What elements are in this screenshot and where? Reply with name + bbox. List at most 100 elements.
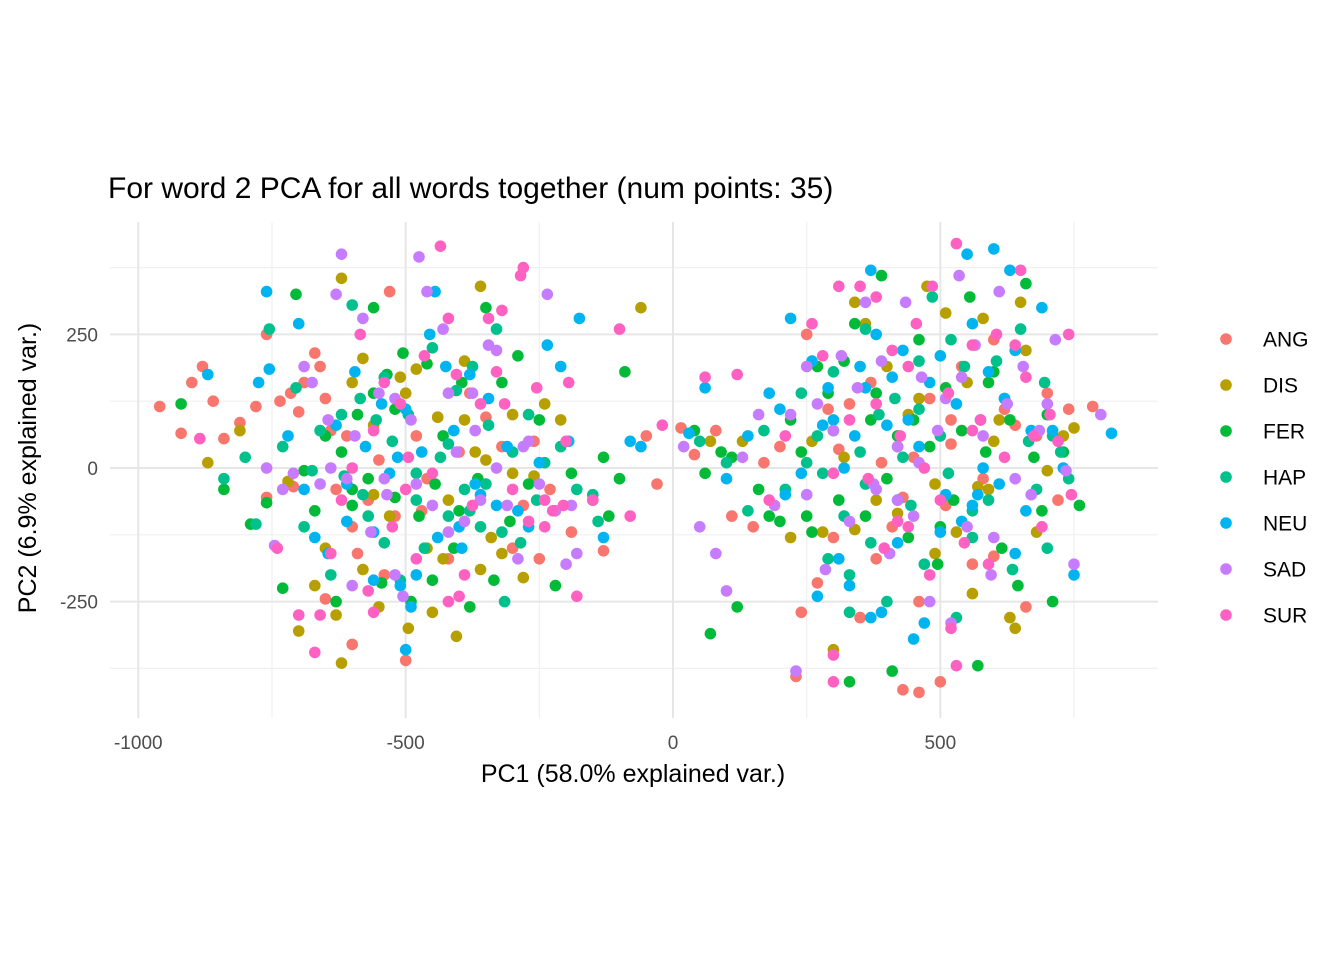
data-point	[747, 521, 759, 533]
data-point	[490, 462, 503, 474]
data-point	[779, 430, 792, 442]
data-point	[1017, 360, 1029, 373]
data-point	[982, 558, 995, 570]
data-point	[859, 323, 872, 335]
data-point	[800, 510, 813, 522]
data-point	[357, 563, 369, 576]
data-point	[982, 494, 995, 506]
data-point	[383, 510, 396, 522]
data-point	[891, 494, 904, 506]
data-point	[386, 435, 399, 448]
legend-label: FER	[1263, 421, 1305, 444]
data-point	[397, 347, 409, 359]
data-point	[587, 494, 599, 506]
data-point	[373, 387, 385, 400]
data-point	[458, 515, 471, 528]
data-point	[287, 467, 300, 480]
data-point	[838, 462, 850, 474]
data-point	[886, 344, 898, 357]
legend-label: HAP	[1263, 467, 1306, 490]
data-point	[453, 590, 465, 603]
data-point	[827, 531, 840, 544]
data-point	[1009, 339, 1021, 351]
data-point	[1006, 563, 1019, 576]
data-point	[365, 526, 377, 538]
data-point	[1036, 301, 1048, 314]
legend-key	[1220, 333, 1232, 345]
data-point	[693, 521, 706, 533]
data-point	[1044, 408, 1056, 421]
legend-label: DIS	[1263, 375, 1298, 398]
data-point	[469, 424, 482, 437]
data-point	[988, 243, 1000, 255]
data-point	[1004, 414, 1016, 426]
data-point	[891, 507, 904, 520]
data-point	[875, 606, 888, 619]
data-point	[619, 366, 631, 378]
y-tick-label: 0	[87, 459, 98, 480]
data-point	[252, 376, 265, 389]
x-tick-label: -500	[387, 733, 425, 754]
legend-label: NEU	[1263, 513, 1307, 536]
data-point	[715, 446, 727, 458]
data-point	[378, 537, 391, 549]
data-point	[319, 593, 332, 605]
data-point	[1009, 547, 1021, 560]
data-point	[263, 363, 276, 375]
data-point	[704, 435, 717, 448]
data-point	[1105, 427, 1118, 440]
data-point	[544, 483, 556, 496]
data-point	[282, 430, 294, 442]
data-point	[309, 531, 321, 544]
data-point	[972, 488, 984, 501]
data-point	[961, 248, 973, 260]
x-tick-label: -1000	[114, 733, 163, 754]
data-point	[504, 515, 516, 528]
data-point	[1028, 451, 1040, 464]
data-point	[571, 590, 583, 603]
data-point	[335, 272, 348, 285]
data-point	[923, 392, 936, 405]
data-point	[546, 505, 559, 517]
data-point	[346, 376, 359, 389]
data-point	[290, 382, 302, 394]
data-point	[913, 392, 925, 405]
data-point	[490, 366, 503, 378]
data-point	[934, 676, 947, 688]
data-point	[357, 488, 369, 501]
data-point	[1046, 424, 1059, 437]
x-axis-title: PC1 (58.0% explained var.)	[481, 760, 785, 788]
data-point	[442, 387, 455, 400]
data-point	[482, 419, 495, 432]
data-point	[1036, 521, 1048, 533]
data-point	[153, 400, 166, 413]
data-point	[907, 633, 920, 645]
data-point	[399, 654, 412, 667]
data-point	[496, 376, 508, 389]
data-point	[913, 595, 925, 608]
data-point	[833, 280, 845, 293]
data-point	[341, 472, 353, 485]
data-point	[819, 563, 832, 576]
data-point	[512, 350, 524, 362]
data-point	[958, 360, 971, 373]
data-point	[367, 424, 380, 437]
data-point	[1041, 464, 1054, 477]
data-point	[354, 328, 367, 341]
data-point	[1068, 558, 1080, 570]
data-point	[902, 414, 915, 426]
data-point	[990, 355, 1003, 367]
data-point	[480, 478, 492, 490]
data-point	[913, 403, 925, 416]
data-point	[891, 440, 904, 453]
x-tick-label: 500	[924, 733, 956, 754]
data-point	[378, 472, 391, 485]
data-point	[1038, 376, 1051, 389]
data-point	[720, 472, 733, 485]
data-point	[910, 317, 923, 330]
data-point	[538, 494, 551, 506]
data-point	[573, 312, 586, 325]
data-point	[961, 521, 973, 533]
data-point	[458, 483, 471, 496]
data-point	[549, 579, 562, 592]
